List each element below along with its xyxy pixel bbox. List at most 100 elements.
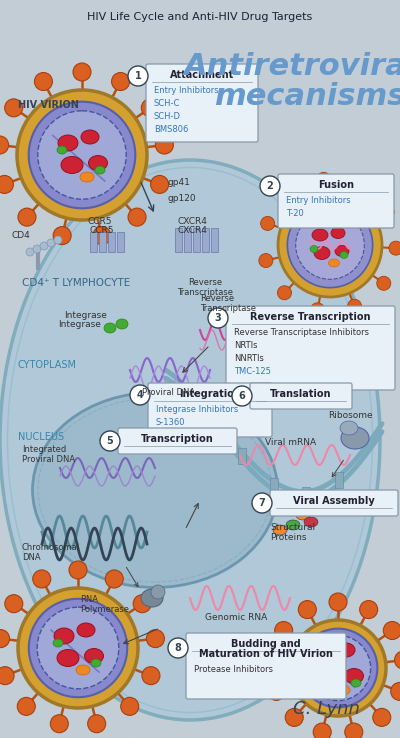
Point	[361, 393, 367, 404]
Point	[212, 602, 219, 614]
Point	[240, 80, 246, 92]
Point	[384, 133, 390, 145]
Point	[242, 152, 249, 164]
Point	[102, 265, 109, 277]
Point	[274, 382, 280, 393]
Point	[162, 227, 169, 239]
Point	[106, 77, 112, 89]
Point	[34, 96, 40, 108]
Point	[355, 466, 361, 477]
Point	[306, 545, 312, 556]
Point	[381, 316, 387, 328]
Point	[363, 483, 370, 494]
Point	[91, 653, 97, 665]
Point	[254, 455, 260, 466]
Point	[305, 523, 311, 535]
Ellipse shape	[29, 599, 127, 697]
Point	[66, 7, 73, 19]
Point	[204, 328, 210, 339]
Point	[26, 257, 33, 269]
Point	[349, 6, 355, 18]
Point	[396, 465, 400, 477]
Point	[20, 17, 26, 29]
Point	[298, 407, 304, 419]
Point	[334, 25, 340, 37]
Point	[372, 46, 378, 58]
Point	[314, 145, 320, 156]
Point	[195, 416, 201, 428]
Point	[145, 385, 152, 397]
Point	[200, 599, 207, 610]
Point	[388, 585, 394, 597]
Point	[35, 713, 41, 725]
Point	[326, 712, 332, 724]
Point	[349, 249, 355, 261]
Point	[148, 548, 154, 560]
Point	[32, 124, 38, 136]
Circle shape	[141, 99, 159, 117]
Point	[352, 123, 359, 135]
Point	[368, 475, 374, 486]
Point	[309, 537, 316, 548]
Point	[216, 511, 222, 523]
Point	[368, 725, 374, 737]
Point	[230, 685, 237, 697]
Point	[20, 609, 26, 621]
Point	[115, 551, 121, 563]
Point	[159, 639, 165, 651]
Point	[84, 17, 90, 29]
Point	[184, 270, 190, 282]
Point	[382, 721, 388, 733]
Point	[169, 194, 176, 206]
Point	[301, 466, 308, 477]
Point	[328, 182, 334, 193]
Point	[187, 368, 193, 380]
Point	[118, 436, 124, 448]
Point	[21, 464, 28, 476]
Point	[228, 492, 234, 503]
Point	[345, 592, 351, 604]
Point	[162, 546, 168, 558]
Point	[249, 573, 255, 584]
Point	[374, 125, 380, 137]
Point	[292, 264, 298, 276]
Point	[264, 179, 270, 190]
Point	[105, 416, 112, 428]
Point	[166, 510, 173, 522]
Point	[124, 421, 130, 433]
Point	[110, 174, 116, 186]
Point	[24, 125, 31, 137]
Point	[251, 449, 257, 461]
Point	[187, 400, 193, 412]
Point	[274, 686, 280, 698]
Point	[202, 486, 208, 497]
Point	[198, 212, 205, 224]
Point	[326, 610, 333, 621]
Point	[262, 266, 268, 278]
Point	[372, 212, 378, 224]
Point	[34, 548, 40, 560]
Point	[4, 439, 10, 451]
Point	[93, 283, 100, 295]
Point	[30, 545, 37, 556]
Point	[362, 599, 368, 611]
Point	[146, 450, 152, 462]
Point	[238, 238, 245, 249]
Point	[293, 646, 299, 658]
Point	[336, 529, 342, 541]
Point	[362, 155, 369, 167]
Point	[36, 521, 43, 533]
Point	[116, 358, 123, 370]
Point	[286, 462, 292, 474]
Point	[34, 262, 40, 274]
Point	[52, 411, 58, 423]
Point	[111, 547, 118, 559]
Point	[70, 122, 76, 134]
Point	[110, 94, 116, 106]
Point	[316, 292, 323, 303]
Ellipse shape	[38, 111, 126, 199]
Point	[134, 168, 140, 180]
Point	[65, 97, 72, 108]
Point	[70, 226, 77, 238]
Point	[176, 366, 182, 378]
